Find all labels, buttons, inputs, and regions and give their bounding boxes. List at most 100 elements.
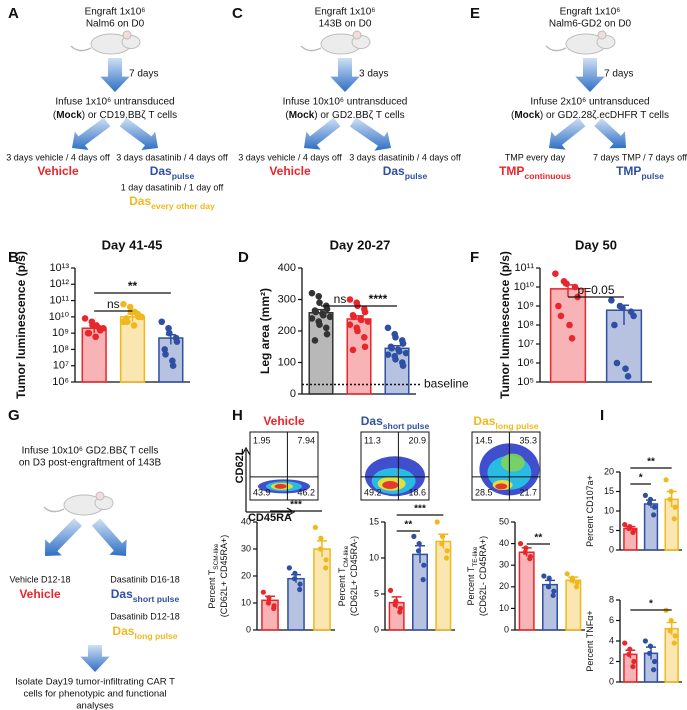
- group-label-part: TMP: [499, 164, 524, 178]
- arrow: [72, 117, 111, 151]
- quadrant-percent: 18.6: [408, 487, 426, 497]
- y-tick-label: 0: [609, 544, 614, 554]
- data-point: [546, 575, 552, 581]
- schematic-text-part: Mock: [56, 110, 82, 121]
- group-label-part: Vehicle: [263, 414, 305, 428]
- mouse-ear: [95, 491, 105, 501]
- significance-label: ns: [334, 292, 347, 306]
- error-bar: [646, 646, 656, 660]
- data-point: [384, 351, 392, 358]
- schematic-text-part: ) or GD2.BBζ T cells: [314, 110, 404, 121]
- data-point: [169, 357, 176, 365]
- data-point: [286, 565, 292, 571]
- y-axis-label: Tumor luminescence (p/s): [498, 251, 512, 399]
- y-tick-label: 10¹³: [49, 262, 69, 274]
- quadrant-percent: 20.9: [408, 435, 426, 445]
- arrow: [594, 117, 626, 149]
- group-label-part: Das: [150, 164, 172, 178]
- group-label: Daslong pulse: [473, 414, 538, 431]
- schematic-text: 7 days: [604, 69, 633, 80]
- panel-letter: G: [8, 407, 20, 424]
- group-label-part: long pulse: [495, 421, 538, 431]
- significance-label: ns: [107, 297, 120, 311]
- data-point: [318, 535, 324, 541]
- y-axis-label: Leg area (mm²): [258, 288, 272, 374]
- schematic-text: 3 days: [359, 69, 388, 80]
- panel-letter: E: [470, 5, 480, 22]
- data-point: [297, 586, 303, 593]
- data-point: [551, 588, 557, 594]
- data-point: [630, 312, 637, 320]
- y-axis-label-part: Percent TNFα+: [585, 610, 595, 671]
- data-point: [384, 324, 392, 332]
- group-label-part: continuous: [524, 171, 571, 181]
- quadrant-percent: 11.3: [364, 435, 381, 445]
- data-point: [392, 334, 399, 341]
- schematic-text-part: ) or GD2.28ζ.ecDHFR T cells: [540, 110, 669, 121]
- y-tick-label: 10¹¹: [49, 294, 69, 306]
- significance-label: ***: [290, 500, 302, 511]
- quadrant-percent: 28.5: [475, 487, 493, 497]
- data-point: [260, 589, 266, 595]
- data-point: [350, 313, 358, 321]
- y-tick-label: 0: [504, 624, 509, 634]
- data-point: [308, 315, 316, 322]
- y-axis-label-part: Leg area (mm²): [258, 288, 272, 374]
- quadrant-percent: 7.94: [297, 435, 315, 445]
- data-point: [361, 343, 369, 351]
- y-axis-label: Percent TNFα+: [585, 610, 595, 671]
- data-point: [165, 324, 172, 332]
- panel-letter: D: [238, 249, 249, 266]
- y-axis-label: Percent TCM-like: [337, 545, 350, 606]
- data-point: [161, 346, 169, 353]
- data-point: [392, 356, 399, 363]
- y-tick-label: 10⁷: [53, 360, 69, 372]
- error-bar: [545, 579, 555, 589]
- y-tick-label: 10: [369, 552, 379, 562]
- group-label: Dasshort pulse: [111, 587, 180, 604]
- data-point: [663, 477, 669, 483]
- y-axis-label-part: Tumor luminescence (p/s): [14, 251, 28, 399]
- mouse-ear: [352, 30, 362, 40]
- data-point: [651, 667, 657, 673]
- group-label-part: Das: [361, 414, 383, 428]
- y-tick-label: 0: [290, 388, 296, 400]
- data-point: [349, 346, 357, 354]
- data-point: [312, 524, 318, 531]
- significance-label: **: [534, 533, 542, 544]
- y-axis-label: Percent CD107a+: [585, 475, 595, 547]
- error-bar: [521, 547, 532, 557]
- schematic-text: (Mock) or GD2.BBζ T cells: [285, 110, 404, 121]
- group-label-part: pulse: [641, 171, 664, 181]
- data-point: [434, 519, 440, 525]
- schematic-text: on D3 post-engraftment of 143B: [19, 458, 162, 469]
- y-tick-label: 200: [278, 325, 296, 337]
- data-point: [138, 313, 145, 321]
- schematic-text-part: ) or CD19.BBζ T cells: [82, 110, 177, 121]
- data-point: [323, 305, 331, 313]
- bar: [518, 551, 535, 631]
- y-axis-label-part: TE-like: [472, 546, 479, 567]
- y-tick-label: 10⁶: [52, 376, 69, 388]
- y-tick-label: 10: [499, 603, 509, 613]
- y-tick-label: 30: [241, 543, 251, 553]
- data-point: [420, 577, 426, 583]
- y-tick-label: 20: [499, 581, 509, 591]
- significance-label: **: [128, 279, 138, 293]
- arrow: [349, 117, 391, 151]
- schematic-text-part: (: [53, 110, 57, 121]
- error-bar: [666, 621, 677, 635]
- y-tick-label: 0: [374, 624, 379, 634]
- data-point: [361, 308, 369, 316]
- y-axis-label-part: (CD62L+ CD45RA-): [349, 536, 359, 616]
- quadrant-percent: 1.95: [253, 435, 271, 445]
- mouse-tail: [43, 506, 65, 513]
- arrow: [575, 58, 605, 92]
- data-point: [354, 327, 361, 335]
- data-point: [297, 581, 303, 587]
- y-tick-label: 15: [369, 516, 379, 526]
- schematic-text: Isolate Day19 tumor-infiltrating CAR T: [15, 677, 175, 688]
- data-point: [120, 300, 127, 308]
- data-point: [312, 308, 320, 316]
- data-point: [81, 315, 89, 322]
